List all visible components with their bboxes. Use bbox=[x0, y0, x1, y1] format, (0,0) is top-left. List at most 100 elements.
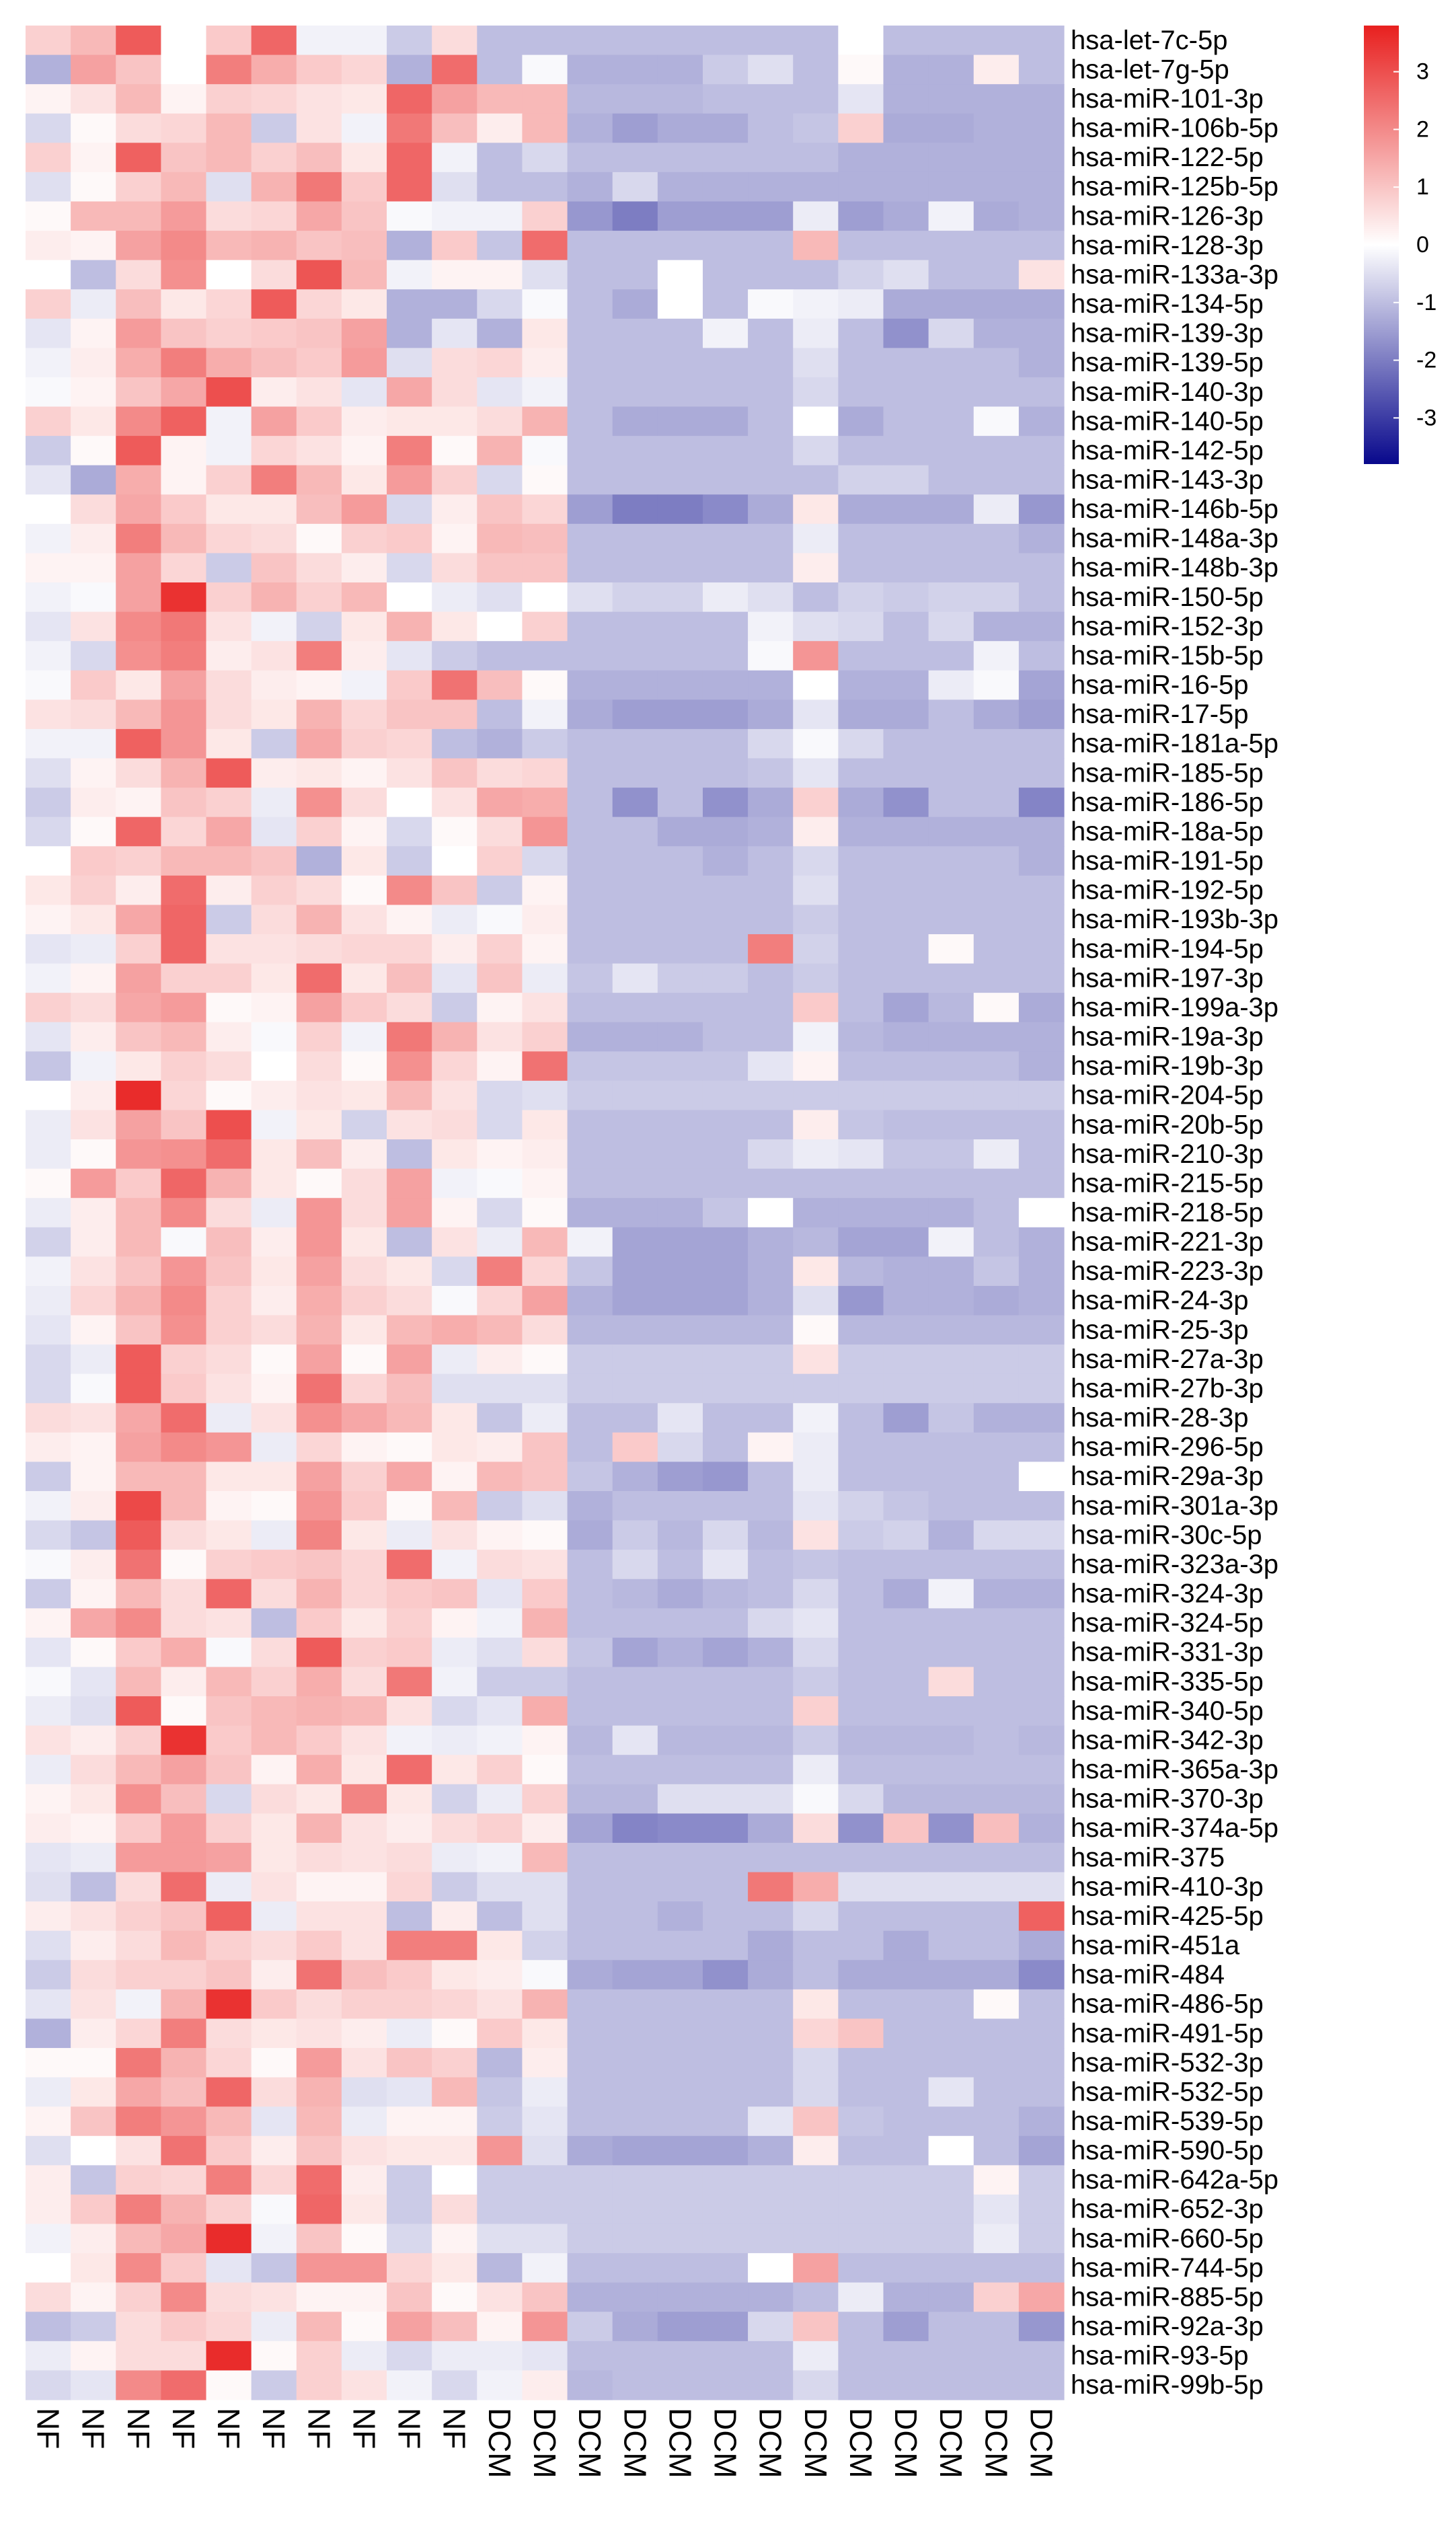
heatmap-cell bbox=[748, 1550, 794, 1580]
heatmap-cell bbox=[116, 1491, 161, 1521]
colorbar-tick-label: -3 bbox=[1416, 405, 1436, 430]
heatmap-cell bbox=[973, 788, 1020, 818]
heatmap-cell bbox=[702, 1461, 749, 1492]
heatmap-cell bbox=[71, 201, 116, 231]
heatmap-cell bbox=[522, 1461, 568, 1492]
heatmap-cell bbox=[116, 1930, 161, 1961]
heatmap-cell bbox=[206, 201, 252, 231]
heatmap-cell bbox=[612, 26, 658, 56]
heatmap-cell bbox=[973, 1989, 1020, 2020]
heatmap-cell bbox=[477, 1813, 523, 1844]
heatmap-cell bbox=[1018, 611, 1065, 642]
heatmap-cell bbox=[522, 934, 568, 964]
heatmap-cell bbox=[26, 1842, 71, 1873]
heatmap-cell bbox=[296, 2282, 342, 2312]
heatmap-cell bbox=[71, 758, 116, 788]
heatmap-cell bbox=[702, 934, 749, 964]
heatmap-cell bbox=[477, 1491, 523, 1521]
heatmap-cell bbox=[341, 1227, 387, 1257]
heatmap-cell bbox=[116, 436, 161, 466]
heatmap-cell bbox=[748, 54, 794, 85]
heatmap-cell bbox=[477, 523, 523, 554]
heatmap-cell bbox=[748, 611, 794, 642]
heatmap-cell bbox=[567, 84, 613, 114]
column-label: DCM bbox=[888, 2408, 923, 2478]
heatmap-cell bbox=[251, 582, 297, 613]
heatmap-cell bbox=[341, 1813, 387, 1844]
heatmap-cell bbox=[1018, 1461, 1065, 1492]
heatmap-cell bbox=[838, 2048, 884, 2078]
heatmap-cell bbox=[973, 1315, 1020, 1345]
heatmap-cell bbox=[883, 2224, 929, 2254]
heatmap-cell bbox=[296, 1227, 342, 1257]
heatmap-cell bbox=[657, 1315, 703, 1345]
heatmap-cell bbox=[26, 2135, 71, 2166]
heatmap-cell bbox=[928, 1813, 974, 1844]
heatmap-cell bbox=[477, 1198, 523, 1228]
heatmap-cell bbox=[1018, 1813, 1065, 1844]
heatmap-cell bbox=[702, 1784, 749, 1814]
heatmap-cell bbox=[296, 406, 342, 436]
heatmap-cell bbox=[161, 641, 207, 671]
heatmap-cell bbox=[296, 377, 342, 408]
heatmap-cell bbox=[296, 1461, 342, 1492]
heatmap-cell bbox=[973, 1198, 1020, 1228]
heatmap-cell bbox=[71, 26, 116, 56]
heatmap-cell bbox=[612, 54, 658, 85]
heatmap-cell bbox=[477, 1725, 523, 1755]
heatmap-cell bbox=[657, 201, 703, 231]
heatmap-cell bbox=[928, 1373, 974, 1404]
heatmap-cell bbox=[1018, 1227, 1065, 1257]
heatmap-cell bbox=[206, 2370, 252, 2400]
row-label: hsa-miR-139-3p bbox=[1071, 319, 1264, 348]
heatmap-cell bbox=[522, 2077, 568, 2107]
heatmap-cell bbox=[477, 934, 523, 964]
heatmap-cell bbox=[387, 1491, 432, 1521]
heatmap-cell bbox=[657, 2194, 703, 2225]
heatmap-cell bbox=[1018, 875, 1065, 906]
heatmap-cell bbox=[161, 1696, 207, 1726]
heatmap-cell bbox=[522, 875, 568, 906]
heatmap-cell bbox=[116, 1725, 161, 1755]
heatmap-cell bbox=[702, 2194, 749, 2225]
heatmap-cell bbox=[341, 201, 387, 231]
heatmap-cell bbox=[793, 406, 839, 436]
heatmap-cell bbox=[341, 1256, 387, 1287]
heatmap-cell bbox=[883, 523, 929, 554]
heatmap-cell bbox=[1018, 1256, 1065, 1287]
heatmap-cell bbox=[567, 641, 613, 671]
heatmap-cell bbox=[116, 2370, 161, 2400]
heatmap-cell bbox=[973, 641, 1020, 671]
heatmap-cell bbox=[657, 1930, 703, 1961]
heatmap-cell bbox=[341, 2224, 387, 2254]
heatmap-cell bbox=[838, 26, 884, 56]
heatmap-cell bbox=[432, 1901, 477, 1932]
heatmap-cell bbox=[567, 2018, 613, 2049]
heatmap-cell bbox=[477, 2224, 523, 2254]
heatmap-cell bbox=[341, 1989, 387, 2020]
heatmap-cell bbox=[612, 1432, 658, 1463]
heatmap-cell bbox=[296, 523, 342, 554]
heatmap-cell bbox=[748, 1930, 794, 1961]
heatmap-cell bbox=[296, 670, 342, 700]
heatmap-cell bbox=[928, 1550, 974, 1580]
heatmap-cell bbox=[702, 728, 749, 759]
heatmap-cell bbox=[973, 201, 1020, 231]
heatmap-cell bbox=[71, 875, 116, 906]
heatmap-cell bbox=[1018, 1755, 1065, 1785]
heatmap-cell bbox=[477, 289, 523, 319]
heatmap-cell bbox=[341, 875, 387, 906]
heatmap-cell bbox=[432, 1285, 477, 1316]
column-label: NF bbox=[256, 2408, 291, 2449]
heatmap-cell bbox=[387, 348, 432, 378]
heatmap-cell bbox=[567, 1315, 613, 1345]
heatmap-cell bbox=[251, 1432, 297, 1463]
heatmap-cell bbox=[251, 348, 297, 378]
heatmap-cell bbox=[296, 26, 342, 56]
heatmap-cell bbox=[116, 1080, 161, 1111]
heatmap-cell bbox=[116, 993, 161, 1023]
heatmap-cell bbox=[838, 1960, 884, 1990]
column-label: NF bbox=[346, 2408, 381, 2449]
heatmap-cell bbox=[748, 670, 794, 700]
heatmap-cell bbox=[1018, 1139, 1065, 1170]
